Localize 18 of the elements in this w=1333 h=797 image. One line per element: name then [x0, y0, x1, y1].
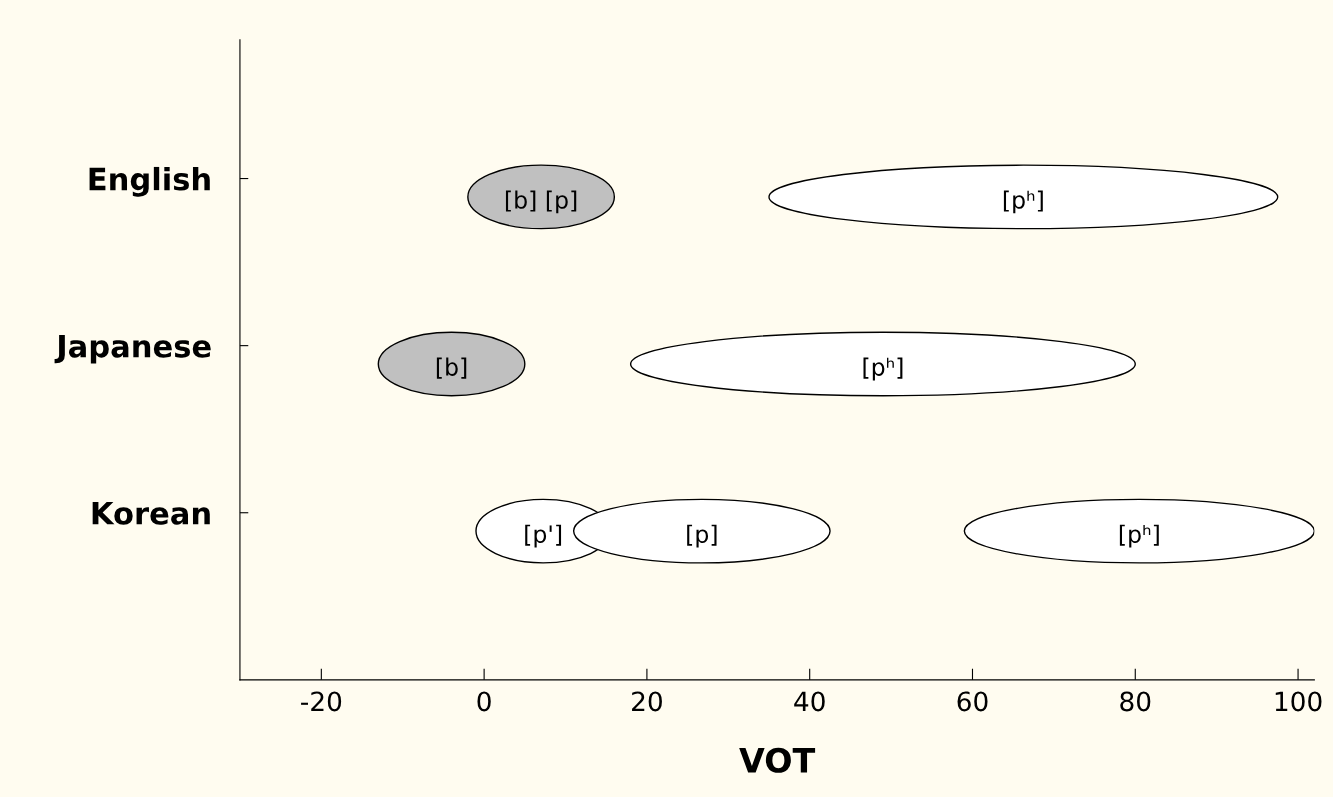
y-tick-label: English [89, 166, 210, 197]
x-tick-label: 80 [1120, 691, 1151, 712]
data-label: [pʰ] [863, 357, 903, 381]
y-tick-label: Japanese [54, 334, 211, 364]
data-label: [p] [687, 524, 717, 548]
x-axis-title: VOT [739, 747, 816, 773]
data-label: [b] [436, 357, 467, 379]
x-tick-label: 60 [957, 691, 988, 712]
data-label: [b] [p] [505, 190, 577, 214]
data-label: [p'] [525, 524, 562, 548]
y-tick-label: Korean [92, 502, 210, 525]
x-tick-label: 0 [477, 691, 491, 712]
x-tick-label: 40 [794, 691, 825, 712]
x-tick-label: 100 [1275, 691, 1322, 712]
data-label: [pʰ] [1119, 524, 1159, 548]
x-tick-label: 20 [632, 691, 662, 712]
data-label: [pʰ] [1003, 190, 1043, 214]
x-tick-label: -20 [301, 691, 342, 712]
